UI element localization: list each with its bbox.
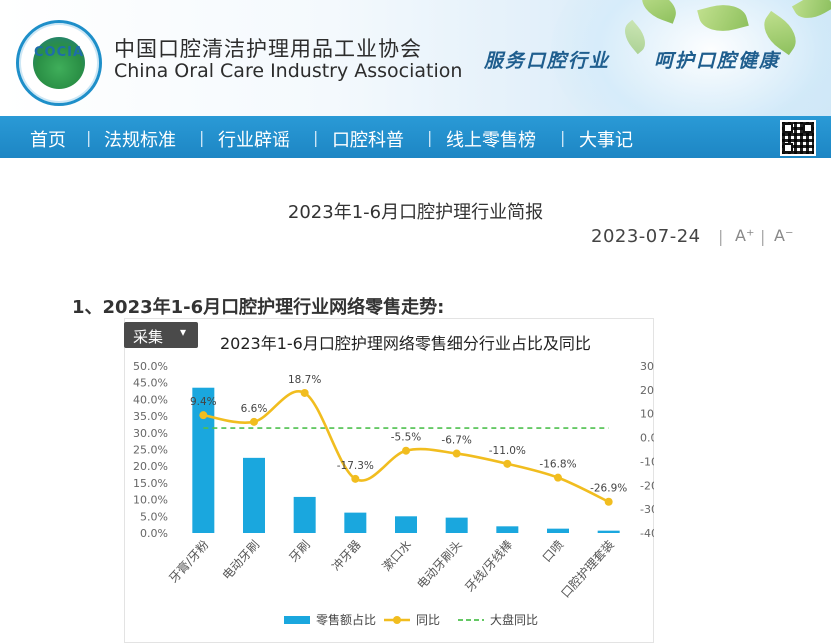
org-name-cn: 中国口腔清洁护理用品工业协会 — [114, 37, 422, 61]
chart-bar — [344, 512, 367, 533]
collect-button-label: 采集 — [133, 328, 164, 346]
yoy-point — [351, 474, 360, 483]
y-left-tick-label: 25.0% — [133, 444, 168, 457]
chart-bar — [293, 496, 316, 533]
y-left-tick-label: 10.0% — [133, 494, 168, 507]
chart-bar — [597, 530, 620, 533]
x-category-label: 冲牙器 — [328, 537, 363, 574]
nav-separator: | — [560, 128, 566, 147]
legend-label: 同比 — [416, 613, 440, 627]
chart-bar — [445, 517, 468, 533]
logo-leaf-icon — [33, 37, 85, 89]
slogan-right: 呵护口腔健康 — [654, 50, 781, 72]
chart-svg: 0.0% 5.0% 10.0% 15.0% 20.0% 25.0% 30.0% 35.0% 40… — [133, 360, 654, 627]
y-right-tick-label: -40.0% — [640, 527, 654, 540]
y-left-tick-label: 35.0% — [133, 410, 168, 423]
qr-code-icon[interactable] — [780, 120, 816, 156]
y-right-tick-label: 10.0% — [640, 408, 654, 421]
yoy-point — [199, 411, 208, 420]
y-left-tick-label: 0.0% — [140, 527, 168, 540]
y-right-tick-label: -20.0% — [640, 479, 654, 492]
nav-separator: | — [86, 128, 92, 147]
x-category-label: 口腔护理套装 — [558, 537, 617, 601]
y-right-tick-label: -30.0% — [640, 503, 654, 516]
y-left-tick-label: 40.0% — [133, 393, 168, 406]
slogan-left: 服务口腔行业 — [484, 50, 611, 72]
y-left-tick-label: 50.0% — [133, 360, 168, 373]
y-right-tick-label: 20.0% — [640, 384, 654, 397]
x-category-label: 漱口水 — [380, 538, 415, 574]
x-category-label: 牙线/牙线棒 — [462, 538, 515, 595]
yoy-data-label: -17.3% — [337, 460, 374, 472]
nav-item-online-retail-ranking[interactable]: 线上零售榜 — [446, 130, 536, 151]
x-category-label: 电动牙刷头 — [414, 538, 465, 592]
chevron-down-icon: ▾ — [180, 325, 187, 339]
section-title: 1、2023年1-6月口腔护理行业网络零售走势: — [72, 297, 445, 318]
y-left-tick-label: 5.0% — [140, 510, 168, 523]
nav-item-rumor-debunk[interactable]: 行业辟谣 — [218, 130, 290, 151]
y-left-tick-label: 20.0% — [133, 460, 168, 473]
legend-label: 大盘同比 — [490, 612, 538, 627]
chart-title: 2023年1-6月口腔护理网络零售细分行业占比及同比 — [220, 334, 591, 353]
yoy-series-line — [203, 390, 610, 503]
x-category-label: 牙刷 — [286, 538, 312, 565]
y-right-tick-label: 30.0% — [640, 360, 654, 373]
yoy-point — [554, 473, 562, 482]
font-smaller-button[interactable]: A⁻ — [774, 226, 794, 245]
logo-text: COCIA — [33, 45, 85, 60]
legend-swatch-point — [393, 616, 401, 624]
yoy-data-label: -5.5% — [391, 432, 421, 444]
y-left-tick-label: 45.0% — [133, 377, 168, 390]
nav-separator: | — [199, 128, 205, 147]
yoy-point — [452, 449, 461, 458]
yoy-point — [503, 459, 512, 468]
cocia-logo[interactable]: COCIA — [16, 20, 102, 106]
chart-bar — [547, 528, 569, 533]
yoy-point — [402, 446, 410, 455]
yoy-data-label: -26.9% — [590, 483, 627, 495]
article-title: 2023年1-6月口腔护理行业简报 — [287, 202, 544, 223]
y-left-tick-label: 15.0% — [133, 477, 168, 490]
nav-item-regulations[interactable]: 法规标准 — [104, 130, 176, 151]
yoy-point — [300, 388, 309, 397]
yoy-data-label: 18.7% — [288, 374, 321, 386]
font-larger-button[interactable]: A⁺ — [735, 226, 755, 245]
y-right-tick-label: -10.0% — [640, 455, 654, 468]
yoy-data-label: 6.6% — [241, 403, 268, 415]
org-name-en: China Oral Care Industry Association — [114, 60, 463, 82]
y-right-tick-label: 0.0% — [640, 432, 654, 445]
yoy-data-label: 9.4% — [190, 396, 217, 408]
article-date: 2023-07-24 — [591, 226, 701, 247]
main-nav: 首页 | 法规标准 | 行业辟谣 | 口腔科普 | 线上零售榜 | 大事记 — [0, 116, 831, 158]
x-category-label: 电动牙刷 — [220, 538, 263, 583]
x-category-label: 牙膏/牙粉 — [166, 537, 212, 586]
nav-item-home[interactable]: 首页 — [30, 130, 66, 151]
yoy-data-label: -6.7% — [441, 435, 471, 447]
y-left-tick-label: 30.0% — [133, 427, 168, 440]
collect-button[interactable]: 采集 ▾ — [124, 322, 198, 348]
nav-item-oral-science[interactable]: 口腔科普 — [332, 130, 404, 151]
legend-label: 零售额占比 — [316, 612, 376, 627]
chart-bar — [395, 516, 417, 533]
yoy-data-label: -11.0% — [489, 445, 526, 457]
legend-swatch-bar — [284, 616, 310, 624]
nav-separator: | — [313, 128, 319, 147]
x-category-label: 口喷 — [540, 538, 566, 565]
nav-separator: | — [427, 128, 433, 147]
yoy-point — [604, 497, 613, 506]
banner-glow — [551, 0, 831, 116]
yoy-point — [250, 417, 258, 426]
chart-bar — [192, 387, 215, 533]
chart-bar — [243, 457, 265, 533]
nav-item-events[interactable]: 大事记 — [579, 130, 633, 151]
yoy-data-label: -16.8% — [539, 459, 576, 471]
separator: | — [718, 227, 724, 246]
header-banner: COCIA 中国口腔清洁护理用品工业协会 China Oral Care Ind… — [0, 0, 831, 116]
chart-bar — [496, 526, 519, 533]
separator: | — [760, 227, 766, 246]
